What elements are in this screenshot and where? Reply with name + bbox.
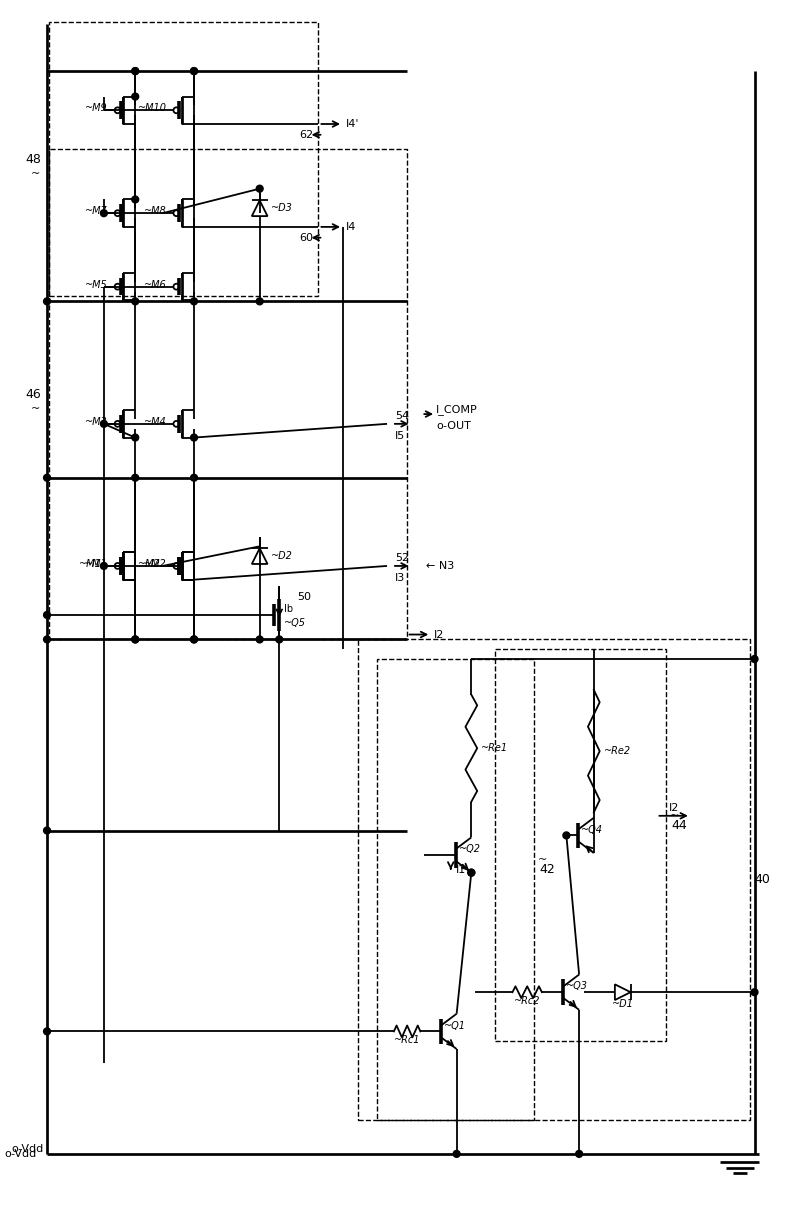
Text: ~Q2: ~Q2 [458,844,481,854]
Text: ~D1: ~D1 [612,999,634,1009]
Circle shape [256,636,263,643]
Text: ← N3: ← N3 [426,561,454,571]
Text: I1: I1 [456,865,466,874]
Text: ~Q5: ~Q5 [284,618,306,627]
Text: ~Q4: ~Q4 [581,824,603,834]
Circle shape [576,1151,582,1157]
Text: ~M8: ~M8 [144,207,166,216]
Circle shape [132,93,138,100]
Circle shape [44,636,50,643]
Text: ~Re2: ~Re2 [604,746,630,756]
Circle shape [44,827,50,834]
Text: 62: 62 [299,130,314,139]
Text: ~Rc2: ~Rc2 [514,996,541,1007]
Circle shape [132,67,138,75]
Circle shape [132,298,138,305]
Circle shape [468,870,474,876]
Circle shape [276,636,282,643]
Text: ~Q3: ~Q3 [566,981,588,992]
Text: ~M4: ~M4 [144,417,166,427]
Bar [49,22,318,296]
Circle shape [132,636,138,643]
Text: 48: 48 [26,153,41,166]
Text: 52: 52 [395,553,409,563]
Circle shape [44,298,50,305]
Text: ~D3: ~D3 [271,203,294,213]
Text: Ib: Ib [284,604,294,614]
Text: ~M1: ~M1 [79,559,102,569]
Text: ~Re1: ~Re1 [481,744,508,753]
Text: ~M6: ~M6 [144,280,166,290]
Circle shape [190,298,198,305]
Circle shape [190,434,198,442]
Bar [358,640,750,1119]
Circle shape [44,612,50,619]
Bar [378,659,534,1119]
Text: 44: 44 [671,819,687,832]
Text: ~: ~ [670,811,680,821]
Text: ~D2: ~D2 [271,552,294,561]
Text: o-Vdd: o-Vdd [4,1148,36,1159]
Circle shape [132,196,138,203]
Text: I4: I4 [346,221,356,232]
Circle shape [453,1151,460,1157]
Circle shape [101,421,107,427]
Circle shape [190,636,198,643]
Circle shape [751,988,758,996]
Circle shape [256,298,263,305]
Circle shape [101,210,107,216]
Text: o-OUT: o-OUT [436,421,471,430]
Text: I_COMP: I_COMP [436,404,478,415]
Circle shape [132,434,138,442]
Text: 46: 46 [26,388,41,401]
Bar [49,149,406,640]
Text: I2: I2 [434,630,445,640]
Circle shape [563,832,570,839]
Text: 50: 50 [297,592,311,602]
Text: ~M5: ~M5 [85,280,108,290]
Circle shape [132,636,138,643]
Circle shape [190,475,198,481]
Text: ~M9: ~M9 [85,103,108,114]
Circle shape [751,656,758,663]
Text: ~Q1: ~Q1 [444,1020,466,1031]
Text: 60: 60 [299,232,314,242]
Text: ~Rc1: ~Rc1 [394,1035,420,1046]
Text: o-Vdd: o-Vdd [12,1144,44,1155]
Circle shape [468,870,474,876]
Circle shape [190,67,198,75]
Circle shape [190,67,198,75]
Text: ~M2: ~M2 [138,559,161,569]
Text: ~: ~ [31,404,40,415]
Text: I3: I3 [395,572,405,582]
Text: ~M10: ~M10 [138,103,166,114]
Circle shape [256,185,263,192]
Text: 42: 42 [539,863,554,876]
Text: ~M7: ~M7 [85,207,108,216]
Circle shape [190,636,198,643]
Circle shape [44,475,50,481]
Circle shape [132,475,138,481]
Text: I4': I4' [346,119,359,128]
Text: ~: ~ [31,169,40,179]
Circle shape [132,67,138,75]
Text: ~M3: ~M3 [85,417,108,427]
Text: I2: I2 [669,804,679,813]
Text: 40: 40 [754,873,770,885]
Text: ~M2: ~M2 [144,559,166,569]
Circle shape [44,1029,50,1035]
Text: I5: I5 [395,430,405,440]
Bar [495,649,666,1041]
Circle shape [101,563,107,570]
Text: 54: 54 [395,411,409,421]
Text: ~: ~ [538,855,547,865]
Text: ~M1: ~M1 [85,559,108,569]
